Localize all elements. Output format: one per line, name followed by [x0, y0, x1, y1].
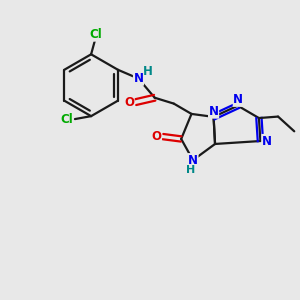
Text: H: H — [186, 166, 195, 176]
Text: O: O — [124, 96, 134, 109]
Text: N: N — [208, 105, 219, 118]
Text: N: N — [262, 134, 272, 148]
Text: Cl: Cl — [89, 28, 102, 41]
Text: H: H — [143, 65, 153, 78]
Text: N: N — [134, 72, 143, 85]
Text: O: O — [152, 130, 161, 143]
Text: N: N — [188, 154, 198, 167]
Text: N: N — [233, 93, 243, 106]
Text: Cl: Cl — [60, 112, 73, 126]
